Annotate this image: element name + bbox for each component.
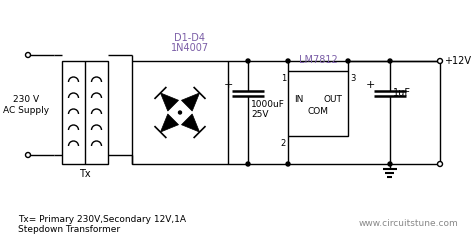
Text: Tx: Tx	[79, 169, 91, 179]
Circle shape	[438, 162, 443, 167]
Polygon shape	[182, 93, 200, 111]
Polygon shape	[182, 114, 200, 132]
Text: 1000uF: 1000uF	[251, 100, 285, 109]
Circle shape	[26, 53, 30, 58]
Circle shape	[438, 59, 443, 64]
Bar	[62, 61, 108, 164]
Text: +12V: +12V	[444, 56, 471, 66]
Text: 1N4007: 1N4007	[171, 43, 209, 53]
Text: 1uF: 1uF	[393, 88, 411, 98]
Text: 2: 2	[281, 139, 286, 148]
Circle shape	[346, 59, 350, 63]
Text: IN: IN	[294, 95, 303, 104]
Circle shape	[179, 111, 182, 114]
Circle shape	[246, 59, 250, 63]
Text: COM: COM	[308, 107, 328, 116]
Text: Tx= Primary 230V,Secondary 12V,1A: Tx= Primary 230V,Secondary 12V,1A	[18, 214, 186, 223]
Polygon shape	[160, 114, 179, 132]
Text: www.circuitstune.com: www.circuitstune.com	[358, 219, 458, 228]
Circle shape	[26, 152, 30, 158]
Text: 25V: 25V	[251, 110, 268, 119]
Text: OUT: OUT	[323, 95, 342, 104]
Circle shape	[388, 162, 392, 166]
Text: 1: 1	[281, 74, 286, 83]
Bar	[132, 61, 228, 164]
Text: +: +	[365, 80, 374, 89]
Bar	[288, 71, 348, 136]
Circle shape	[286, 59, 290, 63]
Polygon shape	[160, 93, 179, 111]
Text: 3: 3	[350, 74, 356, 83]
Text: Stepdown Transformer: Stepdown Transformer	[18, 224, 120, 234]
Text: D1-D4: D1-D4	[174, 33, 206, 43]
Text: +: +	[223, 80, 233, 89]
Circle shape	[286, 162, 290, 166]
Text: 230 V
AC Supply: 230 V AC Supply	[3, 95, 49, 115]
Circle shape	[246, 162, 250, 166]
Text: LM7812: LM7812	[299, 55, 337, 65]
Circle shape	[388, 59, 392, 63]
